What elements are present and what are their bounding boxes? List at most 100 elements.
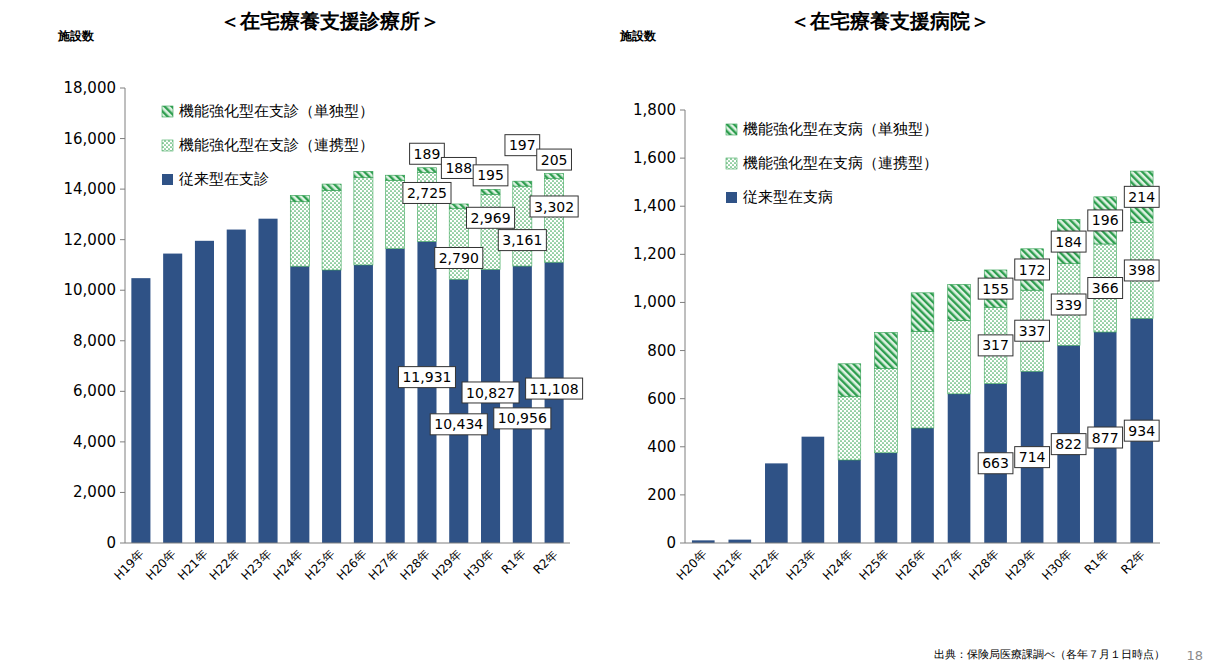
bar-segment <box>163 254 182 543</box>
data-label: 714 <box>1015 447 1050 468</box>
bar-segment <box>911 331 934 428</box>
bar-segment <box>911 293 934 331</box>
data-label-box <box>473 165 508 186</box>
data-label-box <box>1124 186 1159 207</box>
y-tick-label: 12,000 <box>64 231 117 249</box>
chart: ＜在宅療養支援病院＞施設数02004006008001,0001,2001,40… <box>619 9 1160 583</box>
data-label-text: 337 <box>1019 323 1046 339</box>
bar-segment <box>875 453 898 543</box>
data-label: 10,956 <box>494 408 551 429</box>
legend-label: 機能強化型在支診（連携型） <box>179 136 374 154</box>
data-label-box <box>441 157 476 178</box>
legend-swatch <box>726 124 737 135</box>
data-label: 877 <box>1088 427 1123 448</box>
x-tick-label: H24年 <box>820 547 856 583</box>
bar-segment <box>948 394 971 543</box>
data-label: 184 <box>1051 231 1086 252</box>
y-tick <box>120 189 125 190</box>
data-label-text: 663 <box>982 455 1009 471</box>
legend-label: 機能強化型在支病（連携型） <box>743 154 938 172</box>
data-label-box <box>430 414 487 435</box>
data-label-text: 10,434 <box>434 416 483 432</box>
data-label-box <box>466 207 514 228</box>
y-tick-label: 200 <box>647 486 676 504</box>
data-label: 10,827 <box>462 382 519 403</box>
data-label-text: 2,725 <box>407 185 447 201</box>
data-label-box <box>1051 231 1086 252</box>
x-tick-label: H29年 <box>1003 547 1039 583</box>
data-label-box <box>537 149 572 170</box>
data-label-text: 934 <box>1128 423 1155 439</box>
data-label-text: 3,161 <box>502 232 542 248</box>
y-tick-label: 0 <box>106 534 116 552</box>
x-tick-label: R2年 <box>1118 547 1148 577</box>
data-label-text: 3,302 <box>534 199 574 215</box>
y-tick-label: 18,000 <box>64 79 117 97</box>
y-tick <box>680 350 685 351</box>
data-label: 2,790 <box>435 247 483 268</box>
y-tick-label: 600 <box>647 390 676 408</box>
y-tick <box>680 206 685 207</box>
y-tick <box>680 398 685 399</box>
data-label: 205 <box>537 149 572 170</box>
data-label: 663 <box>978 453 1013 474</box>
x-tick-label: H25年 <box>857 547 893 583</box>
bar-segment <box>838 364 861 396</box>
data-label-text: 197 <box>509 137 536 153</box>
y-tick <box>120 492 125 493</box>
data-label-box <box>978 278 1013 299</box>
data-label-box <box>462 382 519 403</box>
bar-segment <box>417 168 436 173</box>
data-label: 155 <box>978 278 1013 299</box>
data-label-text: 339 <box>1055 297 1082 313</box>
chart: ＜在宅療養支援診療所＞施設数02,0004,0006,0008,00010,00… <box>57 9 583 583</box>
legend-swatch <box>162 174 173 185</box>
data-label: 197 <box>505 135 540 156</box>
x-tick-label: H22年 <box>747 547 783 583</box>
x-tick-label: H26年 <box>893 547 929 583</box>
y-tick <box>680 254 685 255</box>
bar-segment <box>386 249 405 543</box>
data-label: 3,302 <box>530 196 578 217</box>
data-label-box <box>1088 278 1123 299</box>
data-label: 172 <box>1015 259 1050 280</box>
bar-segment <box>227 230 246 543</box>
legend-swatch <box>726 192 737 203</box>
bar-segment <box>322 190 341 270</box>
y-tick-label: 1,000 <box>633 293 676 311</box>
y-tick-label: 4,000 <box>73 433 116 451</box>
data-label-text: 11,931 <box>402 369 451 385</box>
data-label-text: 11,108 <box>530 381 579 397</box>
bar-segment <box>449 279 468 543</box>
legend: 機能強化型在支診（単独型）機能強化型在支診（連携型）従来型在支診 <box>162 102 374 188</box>
bar-segment <box>802 437 825 543</box>
bar-segment <box>911 428 934 543</box>
data-label-box <box>410 143 445 164</box>
data-label-box <box>1124 260 1159 281</box>
bar-segment <box>838 396 861 460</box>
y-tick-label: 1,400 <box>633 197 676 215</box>
x-tick-label: H24年 <box>270 547 306 583</box>
legend-label: 機能強化型在支診（単独型） <box>179 102 374 120</box>
data-label-box <box>1088 210 1123 231</box>
y-axis-label: 施設数 <box>619 29 657 43</box>
x-axis <box>685 543 1160 544</box>
bar-segment <box>875 333 898 369</box>
y-tick-label: 14,000 <box>64 180 117 198</box>
x-tick-label: R1年 <box>1082 547 1112 577</box>
bar-segment <box>513 186 532 266</box>
bar-segment <box>481 194 500 269</box>
data-label: 337 <box>1015 320 1050 341</box>
bar-segment <box>513 266 532 543</box>
y-tick <box>120 543 125 544</box>
bar-segment <box>948 284 971 320</box>
y-tick-label: 1,200 <box>633 245 676 263</box>
y-tick-label: 800 <box>647 342 676 360</box>
y-tick-label: 6,000 <box>73 382 116 400</box>
x-tick-label: H27年 <box>930 547 966 583</box>
data-label-box <box>1015 320 1050 341</box>
x-tick-label: H19年 <box>111 547 147 583</box>
data-label-box <box>398 367 455 388</box>
y-tick-label: 1,800 <box>633 101 676 119</box>
data-label-text: 2,790 <box>439 250 479 266</box>
